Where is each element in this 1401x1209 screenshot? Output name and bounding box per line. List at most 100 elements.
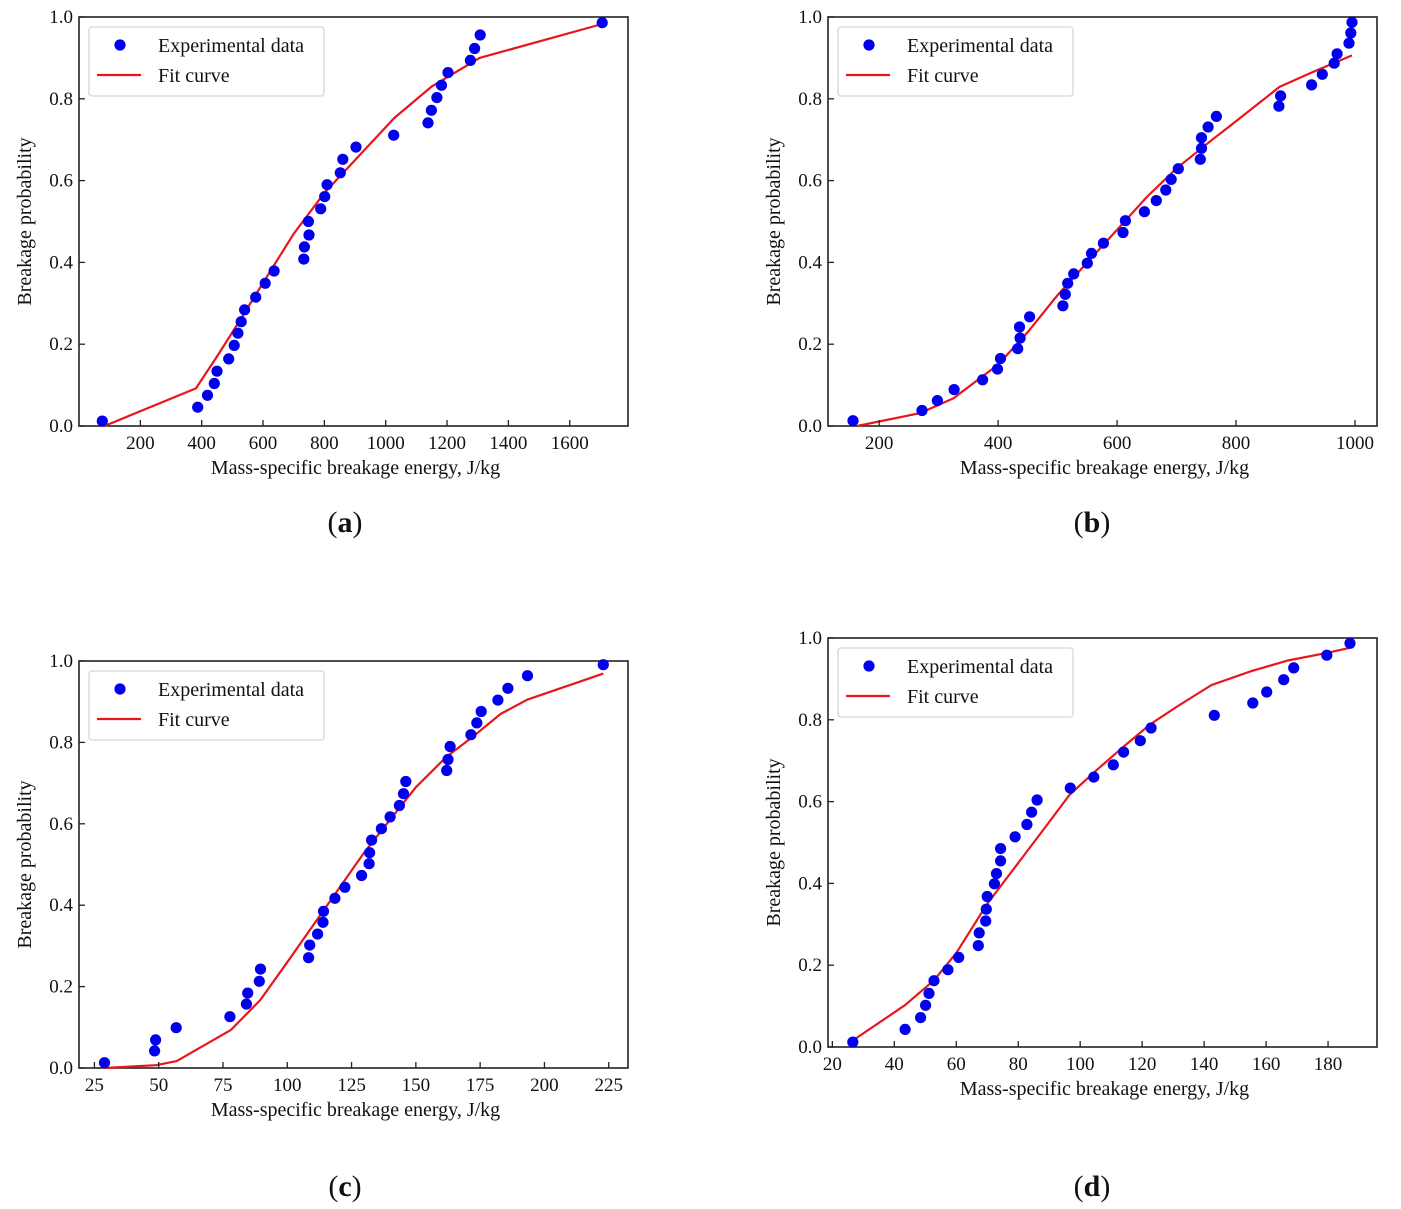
- data-point: [1316, 68, 1328, 80]
- data-point: [899, 1023, 911, 1035]
- data-point: [268, 265, 280, 277]
- x-tick-label: 400: [984, 433, 1013, 454]
- data-point: [1088, 771, 1100, 783]
- data-point: [1172, 163, 1184, 175]
- data-point: [254, 963, 267, 975]
- data-point: [223, 353, 235, 365]
- data-point: [1278, 674, 1290, 686]
- x-tick-label: 1600: [551, 433, 589, 454]
- legend-box: [88, 670, 325, 741]
- data-point: [596, 17, 608, 29]
- data-point: [317, 916, 329, 928]
- panel-label: (c): [328, 1170, 361, 1203]
- ticks-layer: 200 400 600 800 1000 0.0 0.2 0.4 0.6 0.8 1.0: [798, 7, 1374, 454]
- legend-box: [88, 26, 325, 97]
- data-point: [98, 1057, 111, 1069]
- data-point: [1062, 277, 1074, 289]
- data-point: [240, 998, 252, 1010]
- data-point: [920, 999, 932, 1011]
- data-point: [364, 847, 376, 859]
- x-axis-label: Mass-specific breakage energy, J/kg: [960, 457, 1249, 479]
- data-point: [923, 987, 935, 1000]
- data-point: [1026, 806, 1038, 818]
- data-point: [363, 858, 375, 870]
- data-point: [492, 694, 504, 706]
- data-point: [235, 316, 247, 328]
- x-tick-label: 800: [310, 433, 339, 454]
- legend-marker-experimental: [863, 660, 875, 672]
- data-point: [442, 753, 454, 766]
- data-point: [502, 682, 514, 694]
- x-tick-label: 600: [1103, 433, 1132, 454]
- data-point: [847, 1036, 859, 1048]
- x-tick-label: 800: [1222, 433, 1251, 454]
- data-point: [1306, 79, 1318, 91]
- data-point: [224, 1011, 236, 1023]
- panel-b: 200 400 600 800 1000 0.0 0.2 0.4 0.6 0.8 1.0 Mass-…: [763, 7, 1378, 539]
- y-tick-label: 0.4: [798, 252, 822, 273]
- legend-label-fit: Fit curve: [907, 65, 979, 87]
- data-point: [298, 241, 310, 253]
- data-point: [334, 167, 346, 179]
- data-point: [304, 939, 316, 951]
- data-point: [228, 339, 240, 351]
- panel-a: 200 400 600 800 1000 1200 1400 1600 0.0 0.2 0.4 0.6…: [14, 7, 629, 539]
- data-point: [1068, 268, 1080, 280]
- data-point: [319, 191, 331, 203]
- data-point: [239, 304, 251, 316]
- data-point: [1014, 332, 1026, 344]
- x-tick-label: 600: [249, 433, 278, 454]
- x-axis-label: Mass-specific breakage energy, J/kg: [211, 1099, 500, 1121]
- data-point: [1275, 90, 1287, 102]
- data-point: [475, 705, 487, 718]
- legend-label-fit: Fit curve: [907, 686, 979, 708]
- panel-label: (d): [1074, 1170, 1111, 1203]
- y-tick-label: 0.0: [49, 416, 73, 437]
- panel-letter: c: [338, 1170, 351, 1203]
- x-tick-label: 50: [149, 1075, 168, 1096]
- data-point: [150, 1034, 162, 1046]
- ticks-layer: 20 40 60 80 100 120 140 160 180 0.0 0.2 0.4 0.6 0.8 1.…: [798, 628, 1342, 1075]
- data-point: [1160, 184, 1172, 196]
- y-tick-label: 0.4: [798, 873, 822, 894]
- data-point: [1031, 794, 1043, 806]
- panel-label: (a): [328, 506, 363, 539]
- data-point: [1331, 48, 1343, 60]
- x-tick-label: 1400: [489, 433, 527, 454]
- data-point: [393, 799, 405, 812]
- x-tick-label: 400: [187, 433, 216, 454]
- data-point: [350, 141, 362, 153]
- y-tick-label: 0.6: [798, 792, 822, 813]
- data-point: [1138, 206, 1150, 218]
- data-point: [208, 377, 220, 390]
- x-axis-label: Mass-specific breakage energy, J/kg: [960, 1078, 1249, 1100]
- data-point: [1210, 110, 1222, 122]
- data-point: [1145, 722, 1157, 734]
- panel-d: 20 40 60 80 100 120 140 160 180 0.0 0.2 0.4 0.6 0.8 1.…: [763, 628, 1378, 1203]
- data-point: [991, 363, 1004, 375]
- data-point: [303, 229, 315, 241]
- x-tick-label: 200: [126, 433, 155, 454]
- data-point: [1165, 173, 1177, 185]
- data-point: [464, 54, 476, 66]
- y-tick-label: 1.0: [798, 7, 822, 28]
- y-tick-label: 0.8: [49, 89, 73, 110]
- data-point: [1107, 759, 1119, 771]
- data-point: [1024, 311, 1036, 323]
- data-point: [942, 964, 954, 976]
- data-point: [1321, 649, 1333, 661]
- y-tick-label: 0.8: [798, 89, 822, 110]
- data-point: [1118, 746, 1130, 758]
- y-tick-label: 0.8: [798, 710, 822, 731]
- y-tick-label: 0.6: [49, 171, 73, 192]
- data-point: [469, 42, 481, 55]
- legend: Experimental data Fit curve: [88, 26, 325, 97]
- y-tick-label: 0.2: [798, 334, 822, 355]
- fit-curve-line: [852, 646, 1351, 1042]
- data-point: [312, 928, 324, 940]
- data-point: [1328, 57, 1340, 69]
- data-point: [315, 203, 327, 215]
- data-point: [400, 775, 412, 788]
- data-point: [1247, 697, 1259, 709]
- data-points-layer: [98, 659, 609, 1069]
